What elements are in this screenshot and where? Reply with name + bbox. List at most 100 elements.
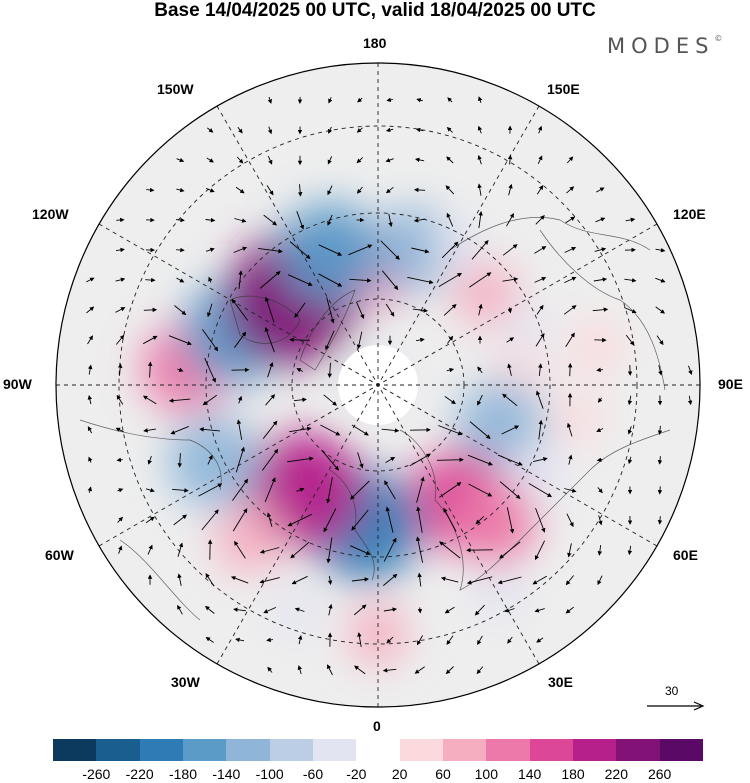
wind-vector [115, 427, 124, 433]
colorbar-segment [356, 739, 400, 761]
wind-vector [506, 337, 515, 343]
wind-vector [438, 272, 462, 287]
wind-vector [168, 398, 191, 403]
wind-vector [205, 247, 215, 252]
wind-vector [625, 217, 636, 223]
wind-vector [384, 480, 396, 500]
wind-vector [264, 477, 276, 503]
colorbar-segment [659, 739, 703, 761]
wind-vector [657, 456, 663, 465]
wind-vector [383, 607, 397, 612]
wind-vector [468, 483, 493, 497]
wind-vector [327, 575, 333, 585]
wind-vector [354, 665, 366, 675]
colorbar-tick-label: 140 [517, 766, 542, 782]
wind-vector [596, 427, 604, 432]
wind-vector [501, 425, 520, 435]
wind-vector [446, 212, 454, 227]
anomaly-patch [495, 306, 548, 359]
wind-vector [176, 187, 185, 193]
wind-vector [320, 424, 341, 436]
chart-title: Base 14/04/2025 00 UTC, valid 18/04/2025… [154, 0, 596, 21]
colorbar-ticks: -260 -220 -180 -140 -100 -60 -20 20 60 100 140 180 2… [0, 766, 750, 783]
wind-vector [385, 506, 394, 533]
wind-vector [327, 214, 333, 226]
wind-vector [627, 545, 633, 556]
wind-vector [87, 395, 93, 405]
wind-vector [538, 363, 543, 376]
wind-vector [265, 394, 276, 406]
wind-vector [507, 307, 513, 314]
wind-vector [328, 603, 333, 616]
wind-vector [232, 478, 249, 501]
wind-vector [444, 606, 455, 614]
wind-vector [624, 307, 637, 314]
wind-vector [416, 635, 423, 646]
wind-vector [655, 277, 666, 283]
wind-vector [176, 157, 185, 163]
wind-vector [597, 545, 603, 556]
wind-vector [411, 247, 430, 254]
copyright-mark: © [714, 34, 723, 43]
wind-vector [567, 362, 573, 377]
wind-vector [294, 302, 306, 318]
wind-vector [597, 575, 603, 586]
wind-vector [357, 632, 362, 648]
wind-vector [233, 246, 248, 253]
wind-vector [381, 270, 399, 290]
wind-vector [87, 364, 93, 375]
wind-vector [351, 424, 369, 436]
wind-vector [441, 241, 459, 259]
wind-vector [537, 155, 543, 164]
wind-vector [259, 547, 280, 554]
wind-vector [658, 365, 663, 376]
colorbar-tick-label: 260 [647, 766, 672, 782]
wind-vector [471, 240, 489, 260]
wind-vector [627, 456, 633, 465]
wind-vector [234, 540, 246, 559]
colorbar-tick-label: 100 [474, 766, 499, 782]
wind-vector [296, 368, 304, 373]
wind-vector [382, 668, 397, 673]
wind-vector [267, 126, 273, 135]
lon-label-180: 180 [363, 35, 387, 51]
wind-vector [267, 361, 274, 378]
wind-vector [266, 512, 273, 527]
anomaly-patch [551, 394, 602, 445]
wind-vector [201, 509, 219, 531]
wind-vector [477, 394, 483, 406]
wind-vector [478, 96, 483, 104]
wind-vector [116, 457, 123, 463]
wind-vector [88, 456, 93, 463]
wind-vector [326, 477, 333, 504]
wind-vector [478, 303, 483, 316]
wind-vector [348, 244, 373, 256]
wind-vector [567, 543, 572, 558]
wind-vector [499, 481, 521, 499]
colorbar-tick-label: -20 [346, 766, 367, 782]
anomaly-field [141, 202, 624, 665]
wind-vector [351, 509, 369, 531]
wind-vector [565, 606, 574, 614]
wind-vector [177, 573, 182, 586]
wind-vector [566, 186, 575, 194]
wind-vector [202, 394, 217, 406]
wind-vector [168, 335, 192, 346]
wind-vector [147, 361, 153, 378]
wind-vector [328, 97, 333, 104]
wind-vector [595, 187, 605, 193]
anomaly-patch [568, 318, 624, 375]
wind-vector [532, 457, 548, 463]
wind-vector [535, 215, 545, 225]
wind-vector [385, 157, 394, 163]
colorbar-tick-label: -100 [255, 766, 284, 782]
lon-label-30w: 30W [171, 674, 200, 690]
wind-vector [388, 213, 393, 228]
wind-vector [205, 187, 215, 193]
lon-label-150w: 150W [157, 81, 194, 97]
wind-vector [172, 488, 189, 493]
wind-vector [263, 214, 278, 226]
colorbar-segment [312, 739, 357, 761]
wind-vector [199, 427, 220, 432]
